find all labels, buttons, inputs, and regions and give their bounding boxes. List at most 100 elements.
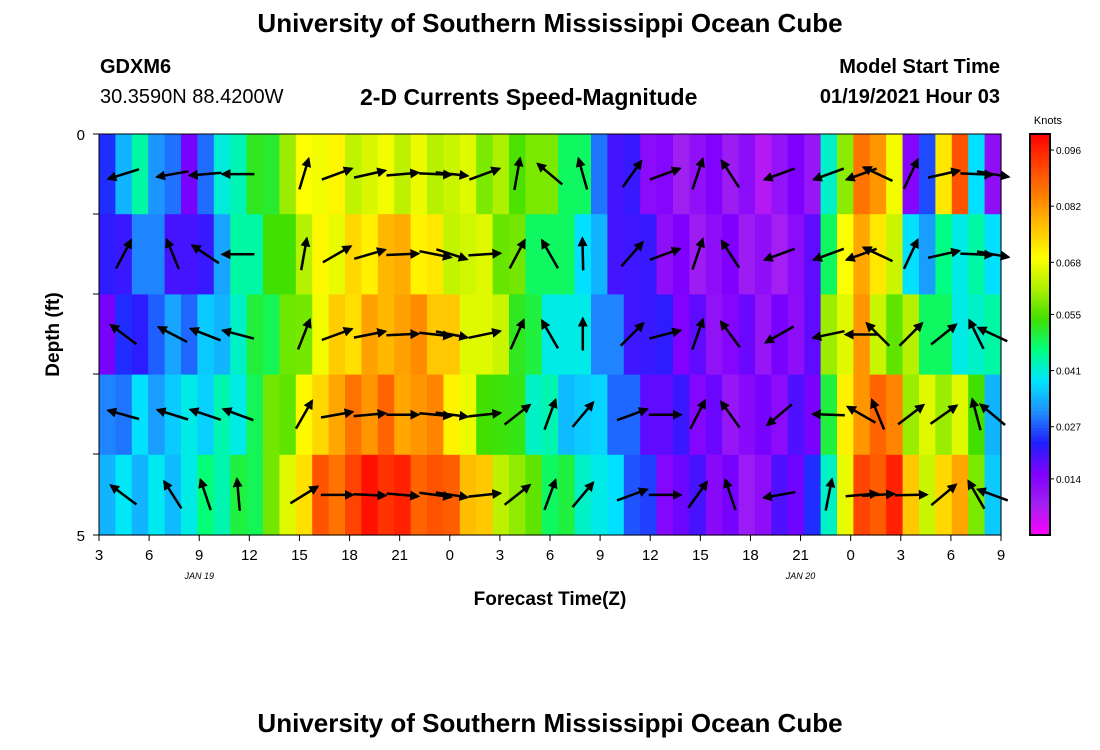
colorbar-segment: [1030, 277, 1050, 282]
speed-cell: [607, 294, 625, 376]
speed-cell: [131, 454, 149, 536]
speed-cell: [591, 134, 608, 215]
current-vector: [691, 237, 705, 270]
speed-cell: [673, 134, 690, 215]
colorbar-segment: [1030, 354, 1050, 359]
current-vector: [897, 403, 926, 426]
chart-title-bottom: University of Southern Mississippi Ocean…: [257, 708, 843, 738]
speed-cell: [525, 374, 543, 456]
current-vector: [927, 167, 962, 179]
speed-cell: [804, 294, 822, 376]
colorbar-segment: [1030, 351, 1050, 356]
speed-cell: [558, 374, 576, 456]
colorbar-segment: [1030, 260, 1050, 265]
speed-cell: [131, 214, 149, 295]
current-vector: [691, 157, 705, 190]
speed-cell: [738, 454, 756, 536]
current-vector: [109, 484, 138, 506]
speed-cell: [99, 454, 116, 536]
current-vector: [621, 159, 643, 188]
speed-cell: [951, 294, 969, 376]
speed-cell: [558, 214, 576, 295]
current-vector: [689, 398, 707, 430]
colorbar-segment: [1030, 284, 1050, 289]
current-vector: [719, 319, 741, 349]
colorbar-segment: [1030, 501, 1050, 506]
current-vector: [509, 318, 526, 350]
speed-cell: [837, 214, 854, 295]
colorbar-segment: [1030, 397, 1050, 402]
speed-cell: [181, 294, 198, 376]
speed-cell: [705, 454, 723, 536]
current-vector: [723, 477, 737, 511]
speed-cell: [919, 374, 936, 456]
colorbar-segment: [1030, 394, 1050, 399]
colorbar-segment: [1030, 247, 1050, 252]
colorbar-tick-label: 0.096: [1056, 146, 1081, 157]
current-vector: [575, 156, 589, 190]
current-vector: [619, 321, 645, 347]
speed-cell: [131, 134, 149, 215]
date-label: JAN 20: [785, 571, 816, 581]
speed-cell: [755, 454, 772, 536]
speed-cell: [755, 214, 772, 295]
current-vector: [353, 490, 388, 501]
colorbar-segment: [1030, 434, 1050, 439]
speed-cell: [246, 134, 264, 215]
y-tick-label: 0: [77, 127, 85, 144]
colorbar-segment: [1030, 321, 1050, 325]
colorbar-segment: [1030, 244, 1050, 249]
current-vector: [436, 248, 469, 262]
current-vector: [898, 321, 924, 347]
x-tick-label: 9: [997, 547, 1005, 564]
colorbar-segment: [1030, 157, 1050, 162]
x-tick-label: 3: [897, 547, 905, 564]
speed-cell: [279, 214, 297, 295]
speed-cell: [755, 374, 772, 456]
speed-cell: [705, 214, 723, 295]
x-tick-label: 9: [195, 547, 203, 564]
speed-cell: [99, 374, 116, 456]
speed-cell: [263, 134, 280, 215]
current-vector: [513, 156, 524, 191]
colorbar-segment: [1030, 240, 1050, 245]
colorbar-tick-label: 0.055: [1056, 310, 1081, 321]
current-vector: [188, 326, 221, 342]
current-vector: [419, 490, 454, 501]
colorbar-segment: [1030, 311, 1050, 315]
current-vector: [503, 403, 532, 426]
speed-cell: [705, 134, 723, 215]
current-vector: [114, 238, 133, 269]
speed-cell: [181, 214, 198, 295]
current-vector: [155, 407, 189, 421]
current-vector: [976, 250, 1011, 261]
colorbar-segment: [1030, 431, 1050, 436]
current-vector: [930, 323, 958, 346]
speed-cell: [459, 294, 477, 376]
current-vector: [386, 168, 421, 179]
colorbar-segment: [1030, 234, 1050, 239]
speed-cell: [263, 294, 280, 376]
speed-cell: [263, 454, 280, 536]
speed-cell: [787, 294, 805, 376]
speed-cell: [755, 134, 772, 215]
colorbar-segment: [1030, 508, 1050, 513]
current-vector: [902, 237, 919, 270]
current-vector: [616, 407, 649, 422]
current-vector: [468, 327, 503, 340]
current-vector: [109, 323, 138, 346]
colorbar-segment: [1030, 264, 1050, 269]
speed-cell: [787, 214, 805, 295]
colorbar-segment: [1030, 531, 1050, 536]
speed-cell: [99, 134, 116, 215]
current-vector: [861, 246, 894, 263]
current-vector: [894, 489, 929, 500]
current-vector: [298, 156, 312, 190]
colorbar-segment: [1030, 274, 1050, 279]
axes: 0 5 Depth (ft) 3 6 9 12 15 18 21 0 3 6 9 12 15 18 21 0 3 6 9 J…: [43, 127, 1005, 610]
colorbar-segment: [1030, 438, 1050, 442]
current-vector: [975, 487, 1009, 502]
current-vector: [845, 405, 877, 424]
colorbar-segment: [1030, 150, 1050, 155]
